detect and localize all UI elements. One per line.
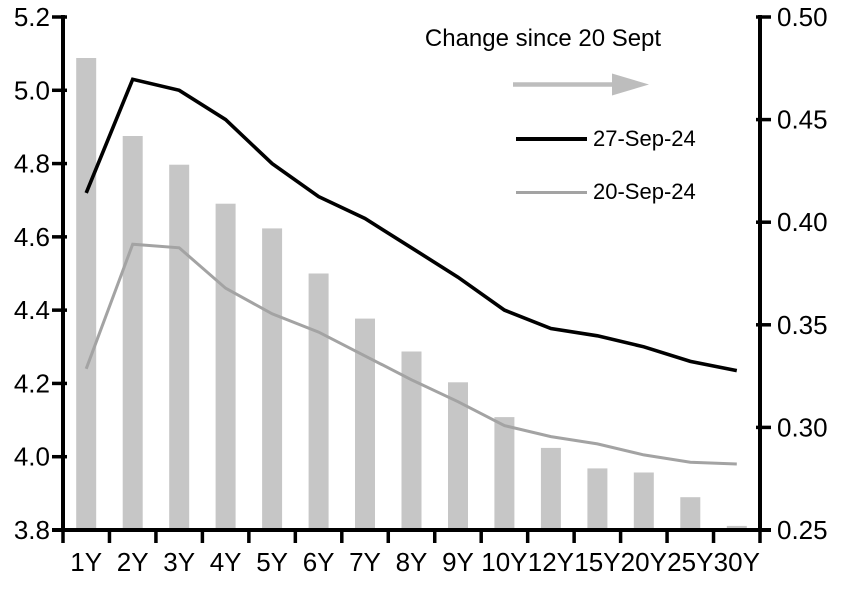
bar-1Y <box>76 58 97 530</box>
bar-3Y <box>169 164 190 530</box>
left-tick-label: 4.0 <box>14 442 50 472</box>
bar-20Y <box>633 472 654 530</box>
right-tick-label: 0.35 <box>777 310 828 340</box>
bar-10Y <box>494 417 515 530</box>
x-tick-label: 3Y <box>163 547 195 577</box>
legend-annotation: Change since 20 Sept <box>424 25 662 52</box>
bar-2Y <box>122 136 143 530</box>
x-tick-label: 4Y <box>210 547 242 577</box>
x-tick-label: 5Y <box>256 547 288 577</box>
legend-label-current: 27-Sep-24 <box>593 126 696 151</box>
bar-7Y <box>355 318 375 530</box>
bar-12Y <box>540 447 561 530</box>
left-tick-label: 5.2 <box>14 2 50 32</box>
legend-entry-previous: 20-Sep-24 <box>516 179 696 204</box>
bar-8Y <box>401 351 422 530</box>
legend-entry-current: 27-Sep-24 <box>516 126 696 151</box>
line-27-Sep-24 <box>84 77 738 373</box>
x-tick-label: 25Y <box>667 547 713 577</box>
x-tick-label: 8Y <box>396 547 428 577</box>
x-tick-label: 12Y <box>528 547 574 577</box>
legend-label-previous: 20-Sep-24 <box>593 179 696 204</box>
bar-15Y <box>587 468 608 530</box>
x-tick-label: 30Y <box>714 547 760 577</box>
right-tick-label: 0.25 <box>777 515 828 545</box>
right-tick-label: 0.40 <box>777 207 828 237</box>
line-20-Sep-24 <box>84 242 737 466</box>
right-tick-label: 0.30 <box>777 412 828 442</box>
left-tick-label: 4.2 <box>14 368 50 398</box>
bar-9Y <box>448 382 468 530</box>
x-tick-label: 7Y <box>349 547 381 577</box>
left-tick-label: 3.8 <box>14 515 50 545</box>
legend-arrow-icon <box>612 73 649 96</box>
bar-25Y <box>680 497 701 530</box>
right-tick-label: 0.50 <box>777 2 828 32</box>
right-tick-label: 0.45 <box>777 105 828 135</box>
x-tick-label: 6Y <box>303 547 335 577</box>
x-tick-label: 2Y <box>117 547 149 577</box>
x-tick-label: 15Y <box>574 547 620 577</box>
bar-4Y <box>215 203 236 530</box>
bar-6Y <box>308 273 329 530</box>
bar-5Y <box>262 228 283 530</box>
line-sample-current <box>516 137 587 141</box>
left-tick-label: 4.4 <box>14 295 50 325</box>
line-sample-previous <box>516 190 587 194</box>
x-tick-label: 1Y <box>70 547 102 577</box>
left-tick-label: 4.6 <box>14 222 50 252</box>
left-tick-label: 5.0 <box>14 75 50 105</box>
bar-30Y <box>726 525 747 530</box>
x-tick-label: 10Y <box>481 547 527 577</box>
x-tick-label: 20Y <box>621 547 667 577</box>
x-tick-label: 9Y <box>442 547 474 577</box>
left-tick-label: 4.8 <box>14 149 50 179</box>
